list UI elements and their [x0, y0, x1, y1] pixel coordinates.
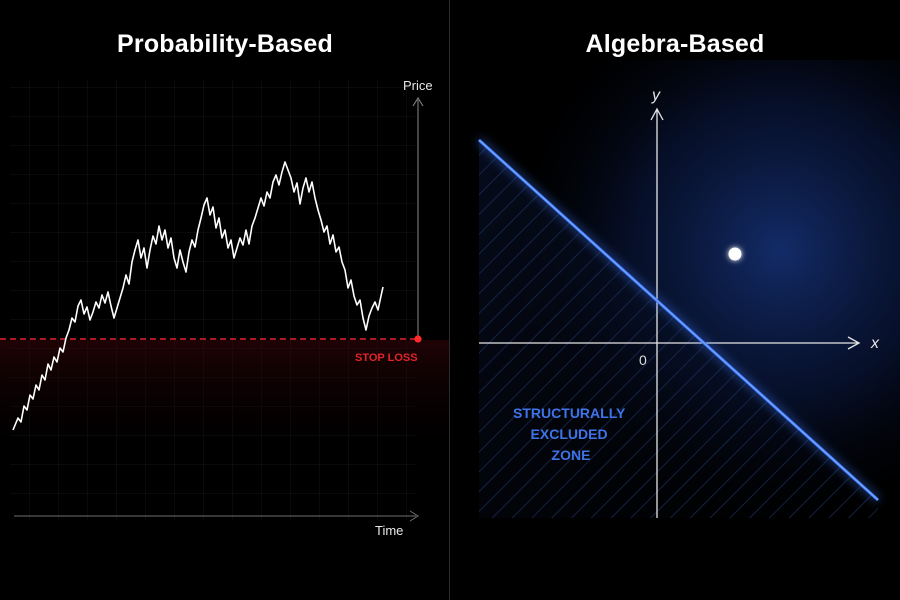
price-axis-label: Price	[403, 78, 433, 93]
left-panel-title: Probability-Based	[117, 30, 333, 58]
price-axis-arrow-icon	[412, 97, 424, 107]
feasible-point	[728, 247, 742, 261]
loss-zone-shade	[0, 340, 449, 460]
origin-label: 0	[639, 352, 647, 368]
time-axis-arrow-icon	[409, 510, 419, 522]
excluded-zone-hatch	[479, 140, 878, 518]
left-chart: Price Time STOP LOSS	[0, 78, 449, 538]
zone-label-line-1: STRUCTURALLY	[513, 405, 626, 421]
right-chart: y x 0 STRUCTURALLY EXCLUDED ZONE	[450, 60, 900, 600]
x-axis-arrow-icon	[847, 336, 861, 350]
stop-loss-label: STOP LOSS	[355, 352, 418, 364]
y-axis-label: y	[651, 87, 661, 104]
zone-label-line-2: EXCLUDED	[531, 426, 608, 442]
y-axis-arrow-icon	[650, 107, 664, 121]
panel-divider	[449, 0, 450, 600]
right-panel-title: Algebra-Based	[585, 30, 765, 58]
stop-loss-marker	[414, 335, 422, 343]
zone-label-line-3: ZONE	[552, 447, 591, 463]
price-line	[12, 161, 384, 431]
time-axis-label: Time	[375, 523, 403, 538]
boundary-line-core	[478, 139, 879, 501]
excluded-zone-label: STRUCTURALLY EXCLUDED ZONE	[513, 405, 629, 463]
x-axis-label: x	[870, 335, 880, 352]
